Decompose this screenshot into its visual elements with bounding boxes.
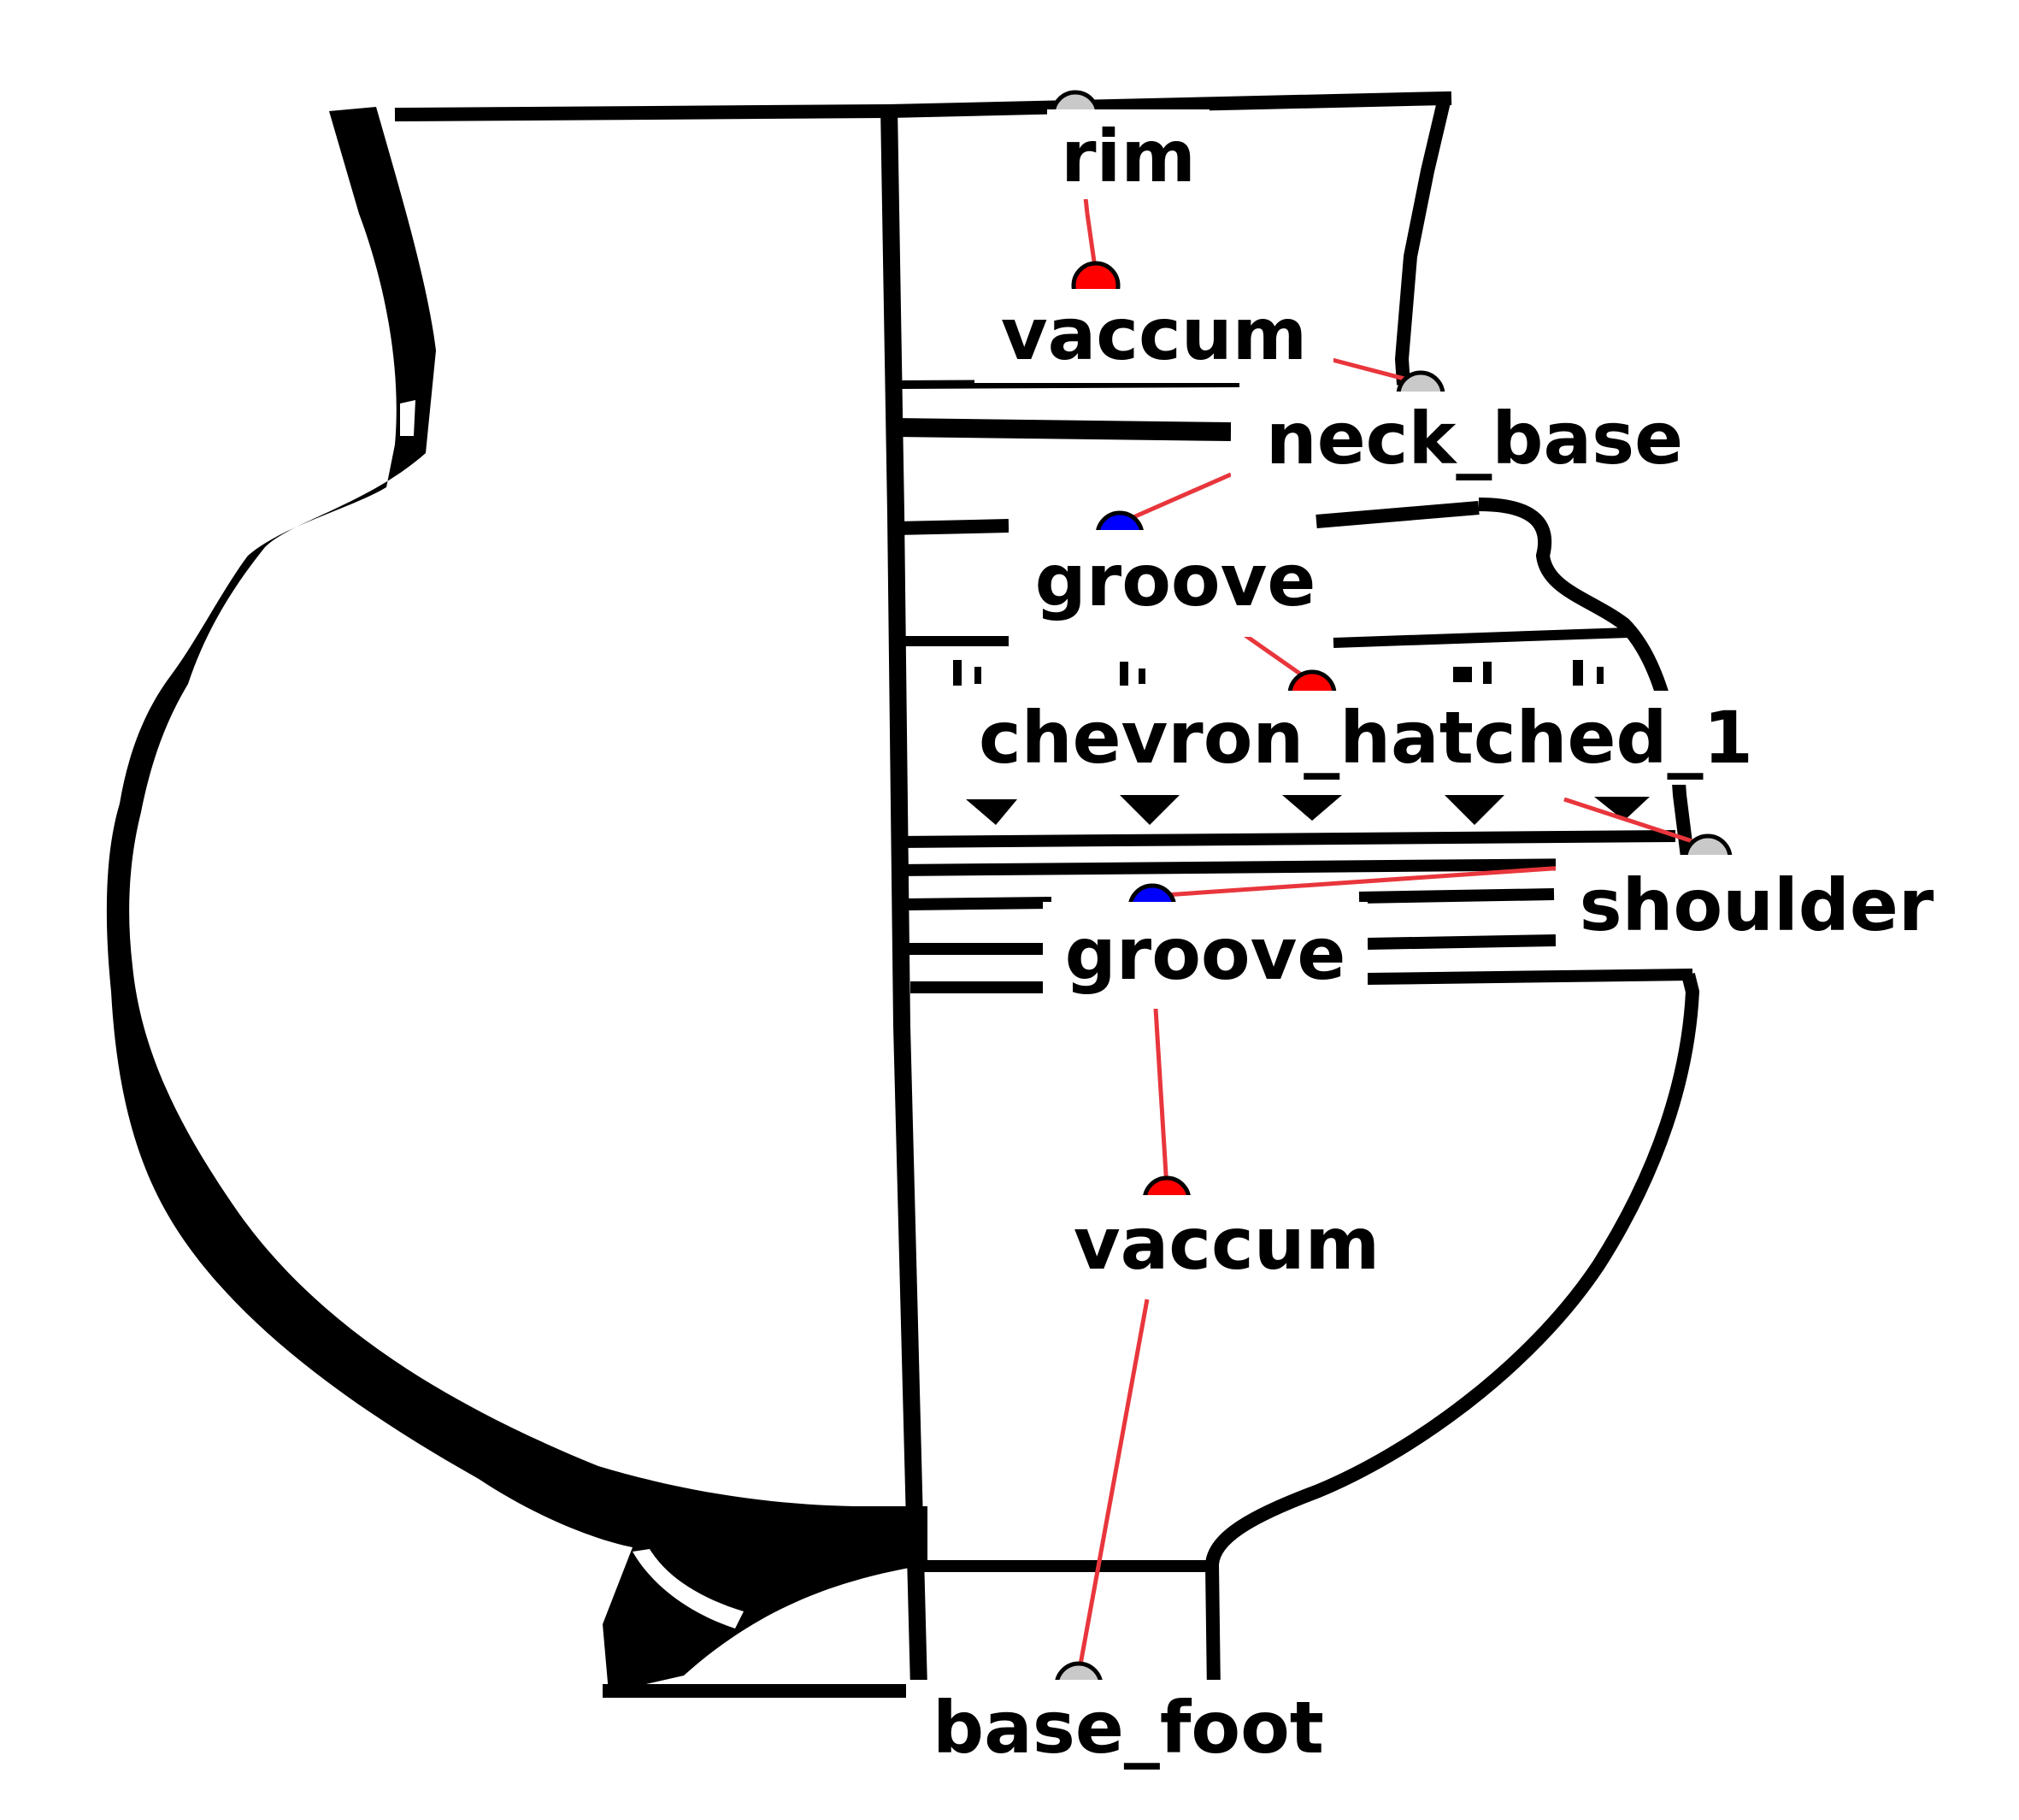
groove-lower-leader-line [1151, 865, 1565, 898]
shoulder-leader-line [1563, 797, 1709, 849]
wall-void-1 [400, 400, 415, 436]
neck-base-label-background [1231, 392, 1718, 487]
rim-label-background [1047, 109, 1210, 199]
center-axis [880, 106, 927, 1689]
wall-section-profile [106, 107, 927, 1693]
shoulder-profile [1478, 498, 1695, 864]
wall-void-3 [162, 904, 180, 959]
groove-lower-label-background [1043, 902, 1368, 1009]
groove-lower-label: groove [1065, 912, 1346, 996]
chevron-hatched-1-label-background [923, 691, 1795, 785]
vessel-drawing [106, 91, 1699, 1698]
base-foot-label-background [906, 1680, 1351, 1774]
groove-upper-label: groove [1035, 539, 1316, 622]
lower-band-1 [895, 830, 1676, 848]
upper-groove-band [895, 501, 1480, 535]
lower-body-profile [1205, 973, 1699, 1693]
rim-label: rim [1061, 115, 1196, 198]
chevron-hatched-1-label: chevron_hatched_1 [979, 696, 1753, 780]
groove-upper-label-background [1009, 530, 1342, 637]
base-foot-leader-line [1076, 1299, 1150, 1675]
lower-groove-band-2 [906, 934, 1557, 955]
foot-void [633, 1549, 744, 1629]
shoulder-label-background [1556, 855, 1957, 957]
lower-groove-band-1 [905, 888, 1555, 910]
lower-groove-band-3 [910, 969, 1693, 993]
vaccum-lower-label-background [1051, 1195, 1410, 1298]
shoulder-label: shoulder [1580, 863, 1934, 947]
vaccum-lower-leader-line [1153, 1008, 1169, 1189]
neck-band-2 [895, 418, 1232, 441]
vaccum-upper-label-background [974, 289, 1333, 383]
band-below-groove [896, 627, 1629, 648]
groove-upper-leader-line [1118, 472, 1233, 526]
neck-base-label: neck_base [1266, 397, 1683, 480]
rim-line [394, 91, 1452, 122]
chevron-hatched-zone [953, 660, 1650, 825]
vaccum-upper-label: vaccum [1001, 292, 1307, 376]
vaccum-lower-label: vaccum [1074, 1202, 1380, 1286]
base-foot-label: base_foot [933, 1686, 1324, 1770]
exterior-profile [1395, 97, 1451, 386]
neck-band-1 [895, 379, 1240, 389]
wall-void-2 [168, 793, 181, 833]
